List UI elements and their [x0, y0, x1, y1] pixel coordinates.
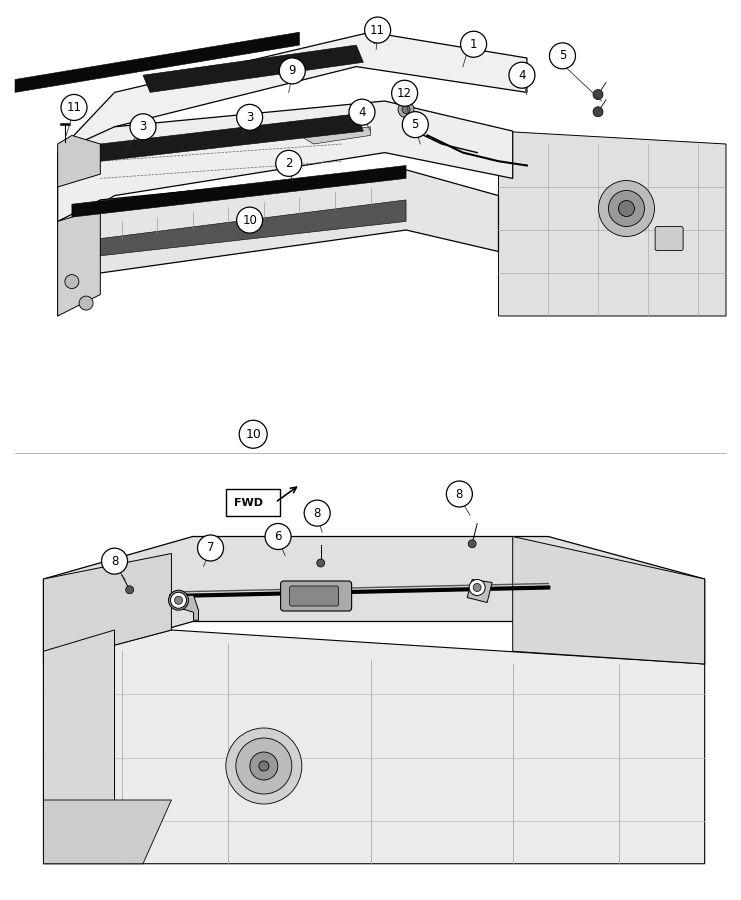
Polygon shape — [58, 101, 513, 230]
Text: 10: 10 — [242, 213, 257, 227]
Circle shape — [392, 80, 418, 106]
Text: 1: 1 — [470, 38, 477, 50]
Circle shape — [593, 107, 603, 117]
Circle shape — [61, 94, 87, 121]
Circle shape — [402, 105, 410, 113]
Circle shape — [102, 548, 127, 574]
Circle shape — [173, 595, 184, 605]
FancyBboxPatch shape — [226, 489, 280, 516]
Circle shape — [130, 113, 156, 140]
Circle shape — [168, 590, 188, 610]
Circle shape — [236, 104, 262, 130]
Text: 12: 12 — [397, 86, 412, 100]
Circle shape — [619, 201, 634, 217]
Circle shape — [593, 89, 603, 100]
Polygon shape — [15, 460, 726, 885]
Circle shape — [461, 32, 487, 58]
Circle shape — [198, 535, 224, 561]
Circle shape — [446, 481, 472, 507]
FancyBboxPatch shape — [655, 227, 683, 250]
Circle shape — [473, 583, 481, 591]
Text: 6: 6 — [274, 530, 282, 543]
Circle shape — [468, 540, 476, 548]
Polygon shape — [44, 536, 705, 664]
Polygon shape — [467, 580, 492, 602]
Circle shape — [236, 207, 262, 233]
Polygon shape — [44, 554, 171, 664]
Circle shape — [365, 17, 391, 43]
Circle shape — [469, 580, 485, 596]
Circle shape — [550, 43, 576, 68]
Circle shape — [349, 99, 375, 125]
Circle shape — [509, 62, 535, 88]
Circle shape — [239, 420, 268, 448]
Text: 8: 8 — [111, 554, 119, 568]
Text: 3: 3 — [246, 111, 253, 124]
Text: 8: 8 — [313, 507, 321, 519]
Polygon shape — [15, 32, 299, 93]
FancyBboxPatch shape — [290, 586, 339, 606]
Polygon shape — [299, 127, 370, 144]
Circle shape — [126, 586, 133, 594]
Circle shape — [65, 274, 79, 289]
Circle shape — [250, 752, 278, 780]
Polygon shape — [58, 170, 499, 316]
Text: 10: 10 — [245, 428, 261, 441]
Circle shape — [599, 181, 654, 237]
Circle shape — [304, 500, 330, 526]
Circle shape — [175, 596, 182, 604]
Polygon shape — [44, 630, 115, 842]
Circle shape — [316, 559, 325, 567]
Circle shape — [226, 728, 302, 804]
Circle shape — [608, 191, 645, 227]
Polygon shape — [44, 800, 171, 864]
Polygon shape — [58, 209, 100, 316]
Polygon shape — [143, 45, 363, 93]
Circle shape — [170, 592, 187, 608]
Text: 11: 11 — [370, 23, 385, 37]
FancyBboxPatch shape — [281, 581, 352, 611]
Polygon shape — [499, 131, 726, 316]
Text: 3: 3 — [139, 121, 147, 133]
Polygon shape — [513, 536, 705, 664]
Circle shape — [265, 524, 291, 550]
Polygon shape — [100, 114, 363, 161]
Text: 5: 5 — [559, 50, 566, 62]
Polygon shape — [58, 135, 100, 187]
Text: 4: 4 — [518, 68, 525, 82]
Text: 8: 8 — [456, 488, 463, 500]
Circle shape — [279, 58, 305, 84]
Polygon shape — [44, 630, 705, 864]
Polygon shape — [72, 166, 406, 217]
Text: 11: 11 — [67, 101, 82, 114]
Polygon shape — [170, 595, 199, 620]
Polygon shape — [15, 15, 726, 445]
Text: 2: 2 — [285, 157, 293, 170]
Text: 4: 4 — [358, 105, 366, 119]
Text: FWD: FWD — [233, 498, 263, 508]
Circle shape — [402, 112, 428, 138]
Text: 5: 5 — [411, 118, 419, 131]
Text: 7: 7 — [207, 542, 214, 554]
Text: 9: 9 — [288, 65, 296, 77]
Circle shape — [236, 738, 292, 794]
Circle shape — [276, 150, 302, 176]
Circle shape — [79, 296, 93, 310]
Circle shape — [398, 102, 414, 118]
Polygon shape — [100, 200, 406, 256]
Polygon shape — [58, 32, 527, 178]
Circle shape — [259, 761, 269, 771]
